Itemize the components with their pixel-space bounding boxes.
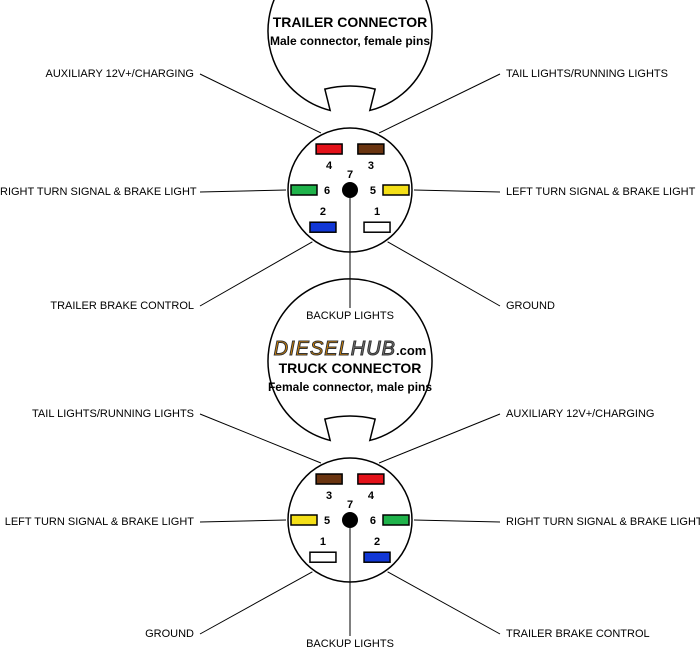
svg-text:7: 7 <box>347 499 353 511</box>
pin-label-truck-6: RIGHT TURN SIGNAL & BRAKE LIGHT <box>506 516 700 528</box>
pin-label-truck-5: LEFT TURN SIGNAL & BRAKE LIGHT <box>0 516 194 528</box>
svg-text:2: 2 <box>374 536 380 548</box>
svg-text:4: 4 <box>368 490 375 502</box>
truck-connector: 3 4 5 6 1 2 7 <box>0 0 700 655</box>
pin-label-truck-3: TAIL LIGHTS/RUNNING LIGHTS <box>0 408 194 420</box>
diagram-stage: TRAILER CONNECTORMale connector, female … <box>0 0 700 655</box>
pin-label-truck-4: AUXILIARY 12V+/CHARGING <box>506 408 654 420</box>
brand-logo: DIESELHUB.com <box>0 338 700 361</box>
svg-text:5: 5 <box>324 515 330 527</box>
pin-label-truck-7: BACKUP LIGHTS <box>0 638 700 650</box>
svg-text:3: 3 <box>326 490 332 502</box>
svg-text:1: 1 <box>320 536 326 548</box>
svg-text:6: 6 <box>370 515 376 527</box>
